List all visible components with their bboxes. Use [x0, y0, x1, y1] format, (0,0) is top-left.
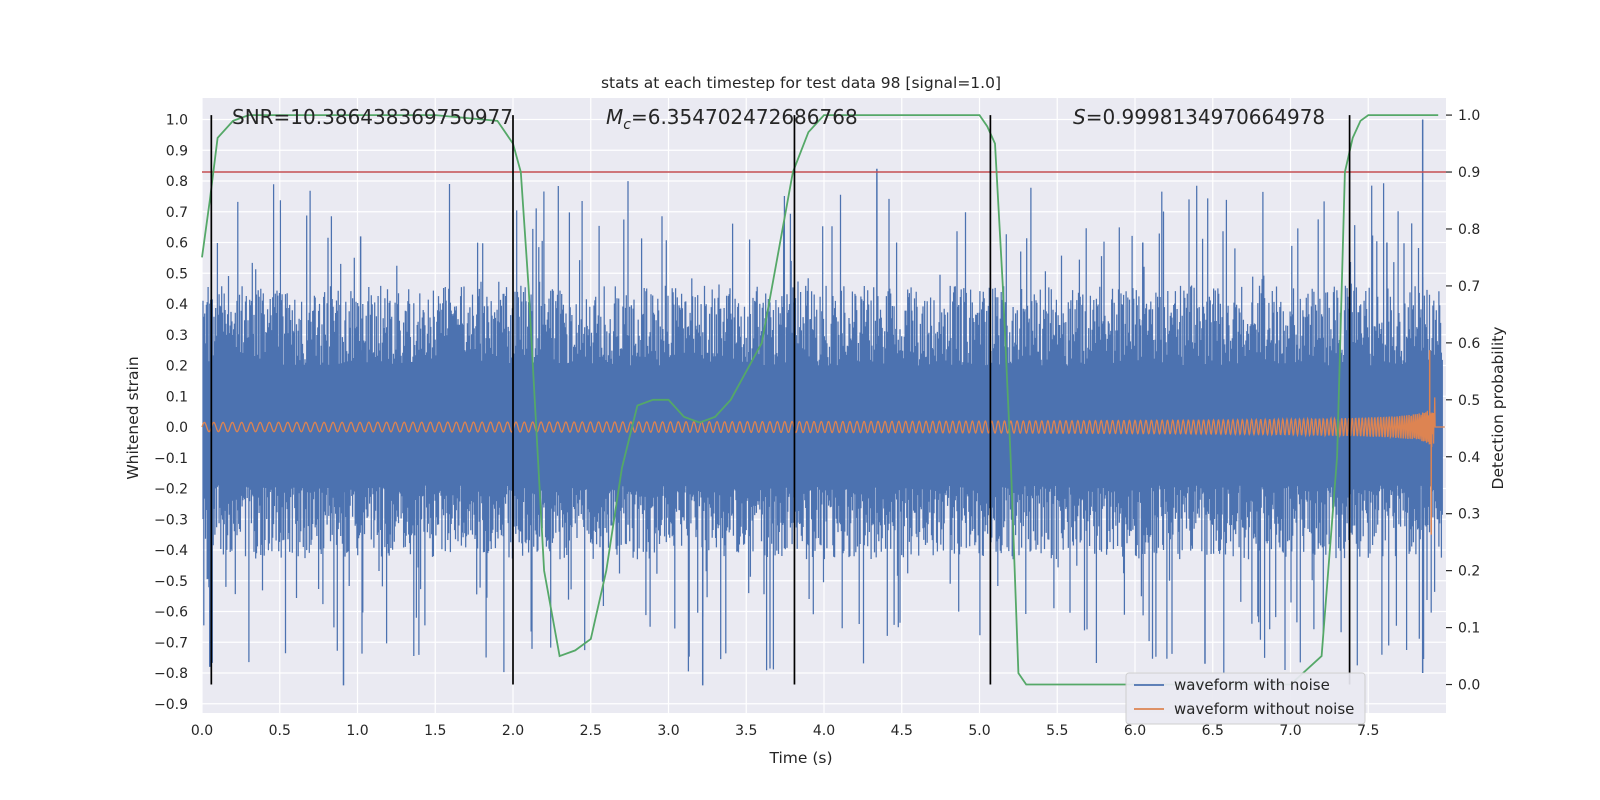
y2-tick-label: 0.7	[1458, 279, 1480, 295]
x-tick-label: 4.5	[891, 723, 913, 739]
y2-tick-label: 0.5	[1458, 393, 1480, 409]
y-tick-label: −0.2	[154, 482, 188, 498]
legend-label-clean: waveform without noise	[1174, 700, 1354, 718]
x-tick-label: 1.5	[424, 723, 446, 739]
y-tick-label: 0.4	[166, 297, 188, 313]
y-tick-label: 0.2	[166, 359, 188, 375]
x-tick-label: 7.0	[1279, 723, 1301, 739]
y-tick-label: −0.5	[154, 574, 188, 590]
x-tick-label: 5.0	[968, 723, 990, 739]
x-tick-label: 7.5	[1357, 723, 1379, 739]
y-tick-label: −0.6	[154, 605, 188, 621]
x-tick-label: 0.5	[269, 723, 291, 739]
chirp-mass-annotation: Mc=6.354702472686768	[606, 105, 858, 133]
y-tick-label: 1.0	[166, 113, 188, 129]
y-axis-label: Whitened strain	[124, 356, 142, 479]
y-tick-label: −0.3	[154, 512, 188, 528]
chart-title: stats at each timestep for test data 98 …	[601, 74, 1001, 92]
y2-tick-label: 1.0	[1458, 108, 1480, 124]
score-value: =0.9998134970664978	[1086, 105, 1325, 129]
y2-tick-label: 0.2	[1458, 564, 1480, 580]
x-tick-label: 4.0	[813, 723, 835, 739]
y-tick-label: 0.7	[166, 205, 188, 221]
y2-tick-label: 0.9	[1458, 165, 1480, 181]
chirp-mass-value: =6.354702472686768	[631, 105, 858, 129]
y-tick-label: −0.1	[154, 451, 188, 467]
y2-tick-label: 0.1	[1458, 621, 1480, 637]
x-tick-label: 5.5	[1046, 723, 1068, 739]
chirp-mass-symbol: M	[606, 105, 623, 129]
legend-label-noise: waveform with noise	[1174, 676, 1330, 694]
y-tick-label: 0.5	[166, 266, 188, 282]
y2-tick-label: 0.3	[1458, 507, 1480, 523]
y-tick-label: 0.6	[166, 236, 188, 252]
legend: waveform with noise waveform without noi…	[1125, 672, 1366, 725]
y2-tick-label: 0.8	[1458, 222, 1480, 238]
y2-axis-label: Detection probability	[1489, 327, 1507, 490]
x-tick-label: 0.0	[191, 723, 213, 739]
y-tick-label: 0.1	[166, 389, 188, 405]
legend-box	[1125, 672, 1366, 725]
y-tick-label: −0.9	[154, 697, 188, 713]
x-tick-label: 3.0	[657, 723, 679, 739]
x-tick-label: 3.5	[735, 723, 757, 739]
x-tick-label: 6.0	[1124, 723, 1146, 739]
x-tick-label: 2.0	[502, 723, 524, 739]
snr-annotation: SNR=10.386438369750977	[232, 105, 513, 129]
y-tick-label: −0.4	[154, 543, 188, 559]
y-tick-label: 0.3	[166, 328, 188, 344]
axis-layer: 0.0 0.5 1.0 1.5 2.0 2.5 3.0 3.5 4.0 4.5 5.0 5.5 6.0 6…	[154, 108, 1480, 739]
y-tick-label: 0.9	[166, 143, 188, 159]
x-axis-label: Time (s)	[768, 749, 832, 767]
x-tick-label: 2.5	[580, 723, 602, 739]
x-tick-label: 1.0	[346, 723, 368, 739]
series-waveform-without-noise	[201, 397, 1445, 447]
y-tick-label: 0.8	[166, 174, 188, 190]
score-annotation: S=0.9998134970664978	[1073, 105, 1325, 129]
y2-tick-label: 0.4	[1458, 450, 1480, 466]
series-waveform-with-noise	[202, 119, 1443, 686]
score-symbol: S	[1073, 105, 1086, 129]
y2-tick-label: 0.6	[1458, 336, 1480, 352]
y-tick-label: −0.7	[154, 635, 188, 651]
x-tick-label: 6.5	[1202, 723, 1224, 739]
y-tick-label: 0.0	[166, 420, 188, 436]
y2-tick-label: 0.0	[1458, 678, 1480, 694]
y-tick-label: −0.8	[154, 666, 188, 682]
chirp-mass-subscript: c	[623, 117, 631, 133]
